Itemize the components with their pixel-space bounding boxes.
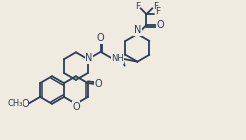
Text: O: O <box>21 99 29 109</box>
Text: N: N <box>85 53 92 63</box>
Text: N: N <box>134 25 141 35</box>
Text: O: O <box>95 79 103 89</box>
Text: F: F <box>135 2 140 11</box>
Text: F: F <box>155 7 160 16</box>
Text: NH: NH <box>111 54 124 63</box>
Text: O: O <box>72 102 80 112</box>
Text: F: F <box>153 2 158 11</box>
Text: CH₃: CH₃ <box>8 99 23 108</box>
Text: O: O <box>97 33 105 43</box>
Text: O: O <box>156 20 164 30</box>
